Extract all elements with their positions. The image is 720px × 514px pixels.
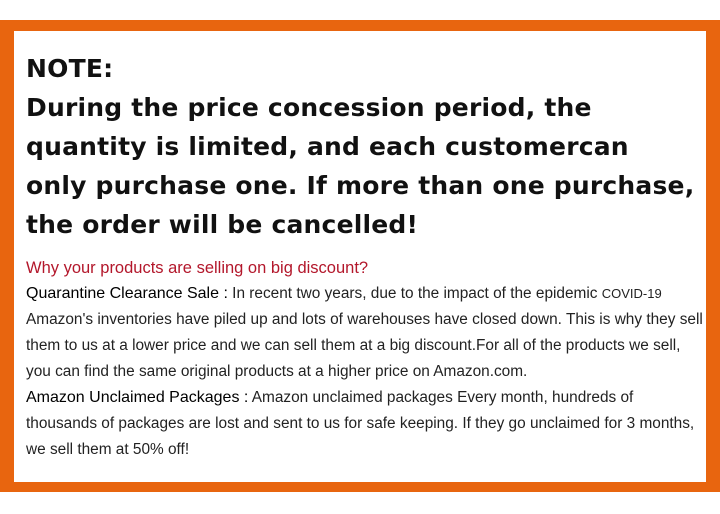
unclaimed-text: Amazon unclaimed packages Every month, h… (26, 389, 695, 458)
note-heading: NOTE: (26, 54, 114, 83)
unclaimed-label: Amazon Unclaimed Packages : (26, 389, 249, 406)
notice-panel: NOTE: During the price concession period… (14, 31, 706, 482)
orange-border-frame: NOTE: During the price concession period… (0, 20, 720, 492)
note-text: During the price concession period, the … (26, 93, 695, 239)
covid-text: COVID-19 (601, 286, 662, 301)
note-block: NOTE: During the price concession period… (26, 49, 696, 244)
discount-question: Why your products are selling on big dis… (26, 259, 369, 277)
explanation-block: Why your products are selling on big dis… (26, 255, 706, 463)
quarantine-text: In recent two years, due to the impact o… (227, 285, 602, 302)
quarantine-label: Quarantine Clearance Sale : (26, 285, 228, 302)
unclaimed-paragraph: Amazon Unclaimed Packages : Amazon uncla… (26, 385, 706, 463)
quarantine-paragraph: Quarantine Clearance Sale : In recent tw… (26, 281, 706, 385)
quarantine-text-2: Amazon's inventories have piled up and l… (26, 311, 703, 380)
